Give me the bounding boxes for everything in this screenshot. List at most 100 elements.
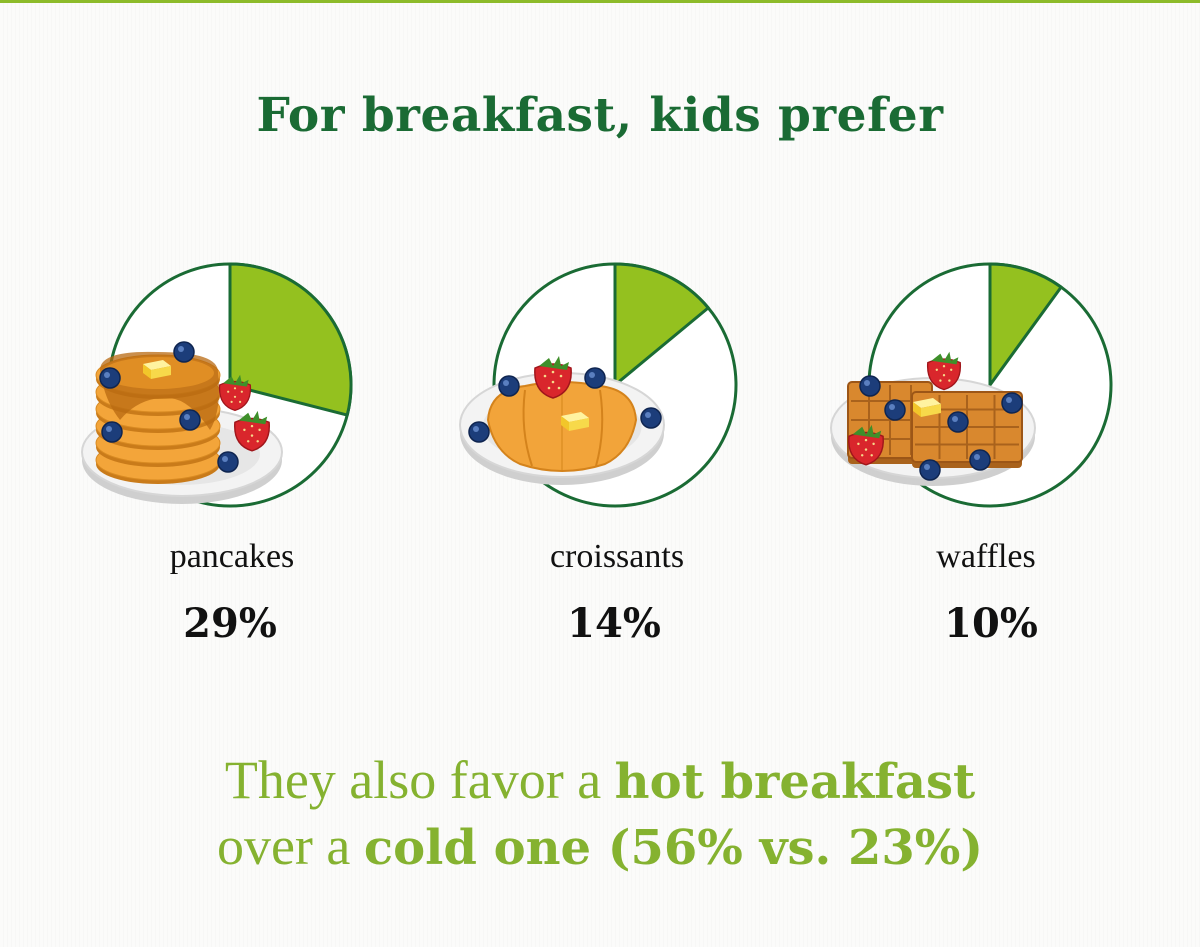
blueberry (498, 375, 520, 397)
strawberry-seed (227, 390, 230, 393)
strawberry-seed (233, 395, 237, 398)
strawberry-seed (864, 438, 868, 442)
butter-front (151, 366, 171, 379)
strawberry-seed (256, 440, 259, 443)
strawberry-leaves (238, 410, 268, 425)
strawberry-seed (948, 379, 951, 382)
category-label-pancakes: pancakes (169, 538, 295, 575)
summary-text-1b: hot breakfast (614, 754, 976, 810)
blueberry-highlight (503, 380, 509, 386)
summary-line-2: over a cold one (56% vs. 23%) (0, 814, 1200, 880)
blueberry-highlight (1006, 397, 1012, 403)
pie-charts (81, 262, 1113, 508)
blueberry (99, 367, 121, 389)
strawberry-seed (551, 380, 555, 384)
waffles-plate-icon (830, 351, 1036, 486)
blueberry (884, 399, 906, 421)
strawberry-leaves (852, 424, 882, 439)
blueberry-highlight (924, 464, 930, 470)
strawberry (234, 410, 270, 452)
strawberry-seed (240, 390, 243, 393)
blueberry (947, 411, 969, 433)
blueberry-highlight (473, 426, 479, 432)
strawberry-seed (935, 368, 938, 371)
blueberry (179, 409, 201, 431)
strawberry-seed (230, 400, 233, 404)
strawberry-seed (950, 368, 953, 371)
strawberry-seed (942, 365, 946, 368)
croissant-fold (595, 389, 604, 467)
summary-line-1: They also favor a hot breakfast (0, 748, 1200, 814)
pancakes-plate-icon (81, 341, 283, 504)
strawberry-seed (250, 424, 254, 428)
strawberry-seed (250, 434, 254, 437)
blueberry-highlight (589, 372, 595, 378)
blueberry (640, 407, 662, 429)
strawberry-seed (547, 386, 551, 390)
butter-top (143, 360, 171, 370)
pie-wedge-waffles (988, 262, 1063, 387)
strawberry-seed (942, 374, 946, 377)
summary-text-2a: over a (216, 816, 364, 876)
summary-text-1a: They also favor a (224, 750, 615, 810)
strawberry-seed (559, 374, 563, 378)
top-rule (0, 0, 1200, 3)
blueberry (1001, 392, 1023, 414)
blueberry-highlight (222, 456, 228, 462)
blueberry (919, 459, 941, 481)
strawberry-seed (864, 448, 868, 451)
value-label-croissants: 14% (567, 600, 661, 647)
strawberry (534, 356, 572, 399)
strawberry-seed (870, 454, 873, 457)
page-title: For breakfast, kids prefer (256, 88, 944, 143)
blueberry-highlight (952, 416, 958, 422)
butter-side (913, 402, 921, 417)
category-label-croissants: croissants (549, 538, 685, 575)
blueberry-highlight (104, 372, 110, 378)
blueberry (584, 367, 606, 389)
butter-front (569, 418, 589, 431)
summary-note: They also favor a hot breakfast over a c… (0, 748, 1200, 880)
pie-wedge-pancakes (228, 262, 353, 417)
butter-side (143, 364, 151, 379)
blueberry-highlight (178, 346, 184, 352)
blueberry-highlight (184, 414, 190, 420)
blueberry-highlight (864, 380, 870, 386)
blueberry (859, 375, 881, 397)
strawberry-seed (543, 374, 547, 378)
strawberry (848, 424, 884, 466)
category-label-waffles: waffles (936, 538, 1036, 575)
strawberry-leaves (223, 374, 249, 387)
butter-top (913, 398, 941, 408)
strawberry-seed (258, 428, 261, 432)
blueberry (969, 449, 991, 471)
strawberry (218, 374, 252, 412)
pie-wedge-croissants (613, 262, 710, 387)
blueberry (468, 421, 490, 443)
strawberry-seed (857, 442, 860, 446)
strawberry-seed (557, 386, 561, 390)
strawberry-seed (939, 379, 942, 382)
pie-pancakes (81, 262, 353, 508)
butter-front (921, 404, 941, 417)
strawberry-seed (860, 454, 864, 457)
strawberry-seed (243, 428, 246, 432)
butter-side (561, 416, 569, 431)
value-label-pancakes: 29% (183, 600, 277, 647)
blueberry-highlight (889, 404, 895, 410)
strawberry-seed (238, 400, 242, 404)
strawberry-leaves (539, 356, 569, 370)
blueberry-highlight (106, 426, 112, 432)
value-label-waffles: 10% (944, 600, 1038, 647)
summary-text-2b: cold one (56% vs. 23%) (363, 820, 984, 876)
blueberry (217, 451, 239, 473)
strawberry-leaves (931, 351, 959, 365)
strawberry-seed (233, 387, 237, 390)
blueberry (101, 421, 123, 443)
pie-croissants (459, 262, 738, 508)
strawberry-seed (246, 440, 250, 443)
croissant-fold (522, 389, 533, 467)
strawberry (926, 351, 962, 391)
croissant-plate-icon (459, 356, 665, 485)
blueberry-highlight (974, 454, 980, 460)
